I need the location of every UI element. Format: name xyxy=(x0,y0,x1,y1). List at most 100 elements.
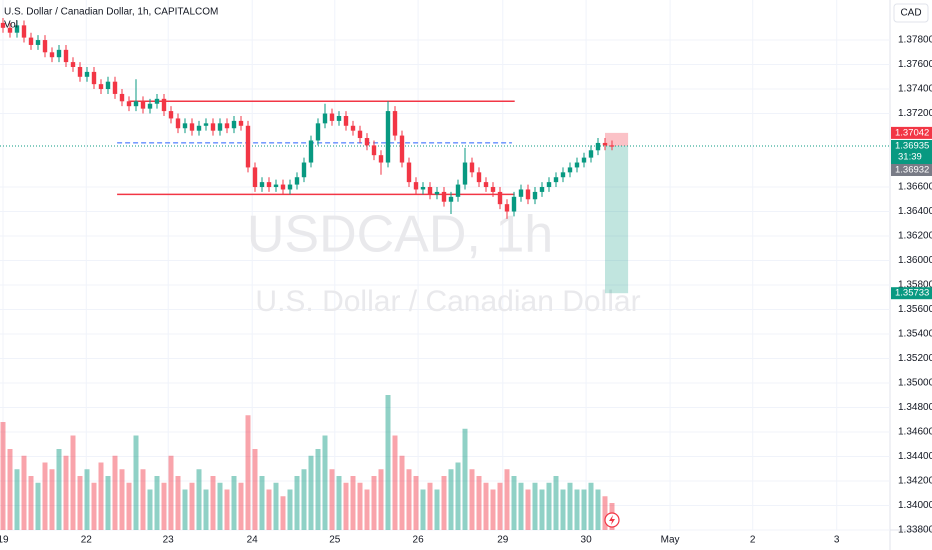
candle-body xyxy=(581,157,587,163)
x-tick-label: 2 xyxy=(750,535,756,546)
currency-button[interactable] xyxy=(893,3,929,23)
countdown: 31:39 xyxy=(898,152,922,163)
candle-body xyxy=(182,123,188,129)
candle-body xyxy=(35,40,41,45)
candle-body xyxy=(553,177,559,183)
volume-bar xyxy=(182,489,188,530)
candle-body xyxy=(602,142,608,146)
candle-body xyxy=(189,123,195,131)
y-tick-label: 1.34200 xyxy=(898,476,932,487)
volume-bar xyxy=(357,482,363,530)
volume-bar xyxy=(371,476,377,530)
volume-bar xyxy=(91,482,97,530)
y-tick-label: 1.35800 xyxy=(898,280,932,291)
volume-bar xyxy=(266,489,272,530)
y-tick-label: 1.35600 xyxy=(898,304,932,315)
volume-bar xyxy=(84,469,90,530)
candle-body xyxy=(56,49,62,58)
candle-body xyxy=(525,189,531,200)
y-tick-label: 1.35200 xyxy=(898,353,932,364)
volume-bar xyxy=(504,469,510,530)
candle-body xyxy=(63,49,69,63)
candle-body xyxy=(168,111,174,119)
volume-bar xyxy=(455,462,461,530)
volume-bar xyxy=(574,489,580,530)
candle-body xyxy=(595,142,601,151)
volume-bar xyxy=(532,482,538,530)
axes: 1.37800 1.37600 1.37400 1.37200 1.36600 1.364… xyxy=(0,35,932,546)
volume-bar xyxy=(175,476,181,530)
currency[interactable]: CAD xyxy=(900,8,921,19)
candle-body xyxy=(518,189,524,197)
volume-bar xyxy=(406,469,412,530)
candle-body xyxy=(133,101,139,107)
volume-bar xyxy=(280,496,286,530)
volume-bar xyxy=(595,489,601,530)
x-tick-label: 19 xyxy=(0,535,9,546)
candle-body xyxy=(147,103,153,109)
candle-body xyxy=(154,98,160,104)
volume-bar xyxy=(378,469,384,530)
candle-body xyxy=(406,162,412,183)
price-tag-label: 1.35733 xyxy=(895,288,929,299)
y-tick-label: 1.37800 xyxy=(898,35,932,46)
candle-body xyxy=(105,81,111,90)
y-tick-label: 1.34000 xyxy=(898,500,932,511)
volume-bar xyxy=(427,482,433,530)
volume-bar xyxy=(602,496,608,530)
volume-bar xyxy=(140,469,146,530)
volume-bar xyxy=(14,469,20,530)
price-tag xyxy=(891,163,932,176)
stop-zone xyxy=(605,132,629,146)
candle-body xyxy=(49,52,55,58)
x-tick-label: 26 xyxy=(413,535,425,546)
volume-bar xyxy=(329,469,335,530)
volume-bar xyxy=(385,395,391,530)
volume-pane xyxy=(0,395,615,530)
candle-body xyxy=(546,182,552,188)
volume-bar xyxy=(287,489,293,530)
x-tick-label: 22 xyxy=(81,535,93,546)
volume-bar xyxy=(259,476,265,530)
candle-body xyxy=(532,191,538,200)
candle-body xyxy=(588,150,594,158)
volume-bar xyxy=(294,476,300,530)
candle-body xyxy=(196,125,202,131)
volume-bar xyxy=(161,482,167,530)
candle-body xyxy=(392,111,398,136)
volume-bar xyxy=(462,428,468,530)
volume-bar xyxy=(301,469,307,530)
volume-bar xyxy=(147,489,153,530)
candle-body xyxy=(476,172,482,183)
candle-body xyxy=(336,115,342,121)
candle-body xyxy=(574,162,580,168)
candles xyxy=(0,18,615,219)
volume-bar xyxy=(231,476,237,530)
y-tick-label: 1.37600 xyxy=(898,59,932,70)
candle-body xyxy=(266,182,272,188)
price-tag xyxy=(891,287,932,300)
x-tick-label: May xyxy=(661,535,680,546)
candle-body xyxy=(280,184,286,190)
volume-label: Vol xyxy=(4,20,18,31)
volume-bar xyxy=(539,489,545,530)
price-tag xyxy=(891,139,932,164)
volume-bar xyxy=(245,415,251,530)
volume-bar xyxy=(567,482,573,530)
candle-body xyxy=(308,140,314,163)
candle-body xyxy=(217,123,223,131)
candle-body xyxy=(0,22,6,28)
x-tick-label: 23 xyxy=(163,535,175,546)
candle-body xyxy=(161,98,167,112)
candle-body xyxy=(329,113,335,121)
candle-body xyxy=(315,123,321,141)
volume-bar xyxy=(525,489,531,530)
candle-body xyxy=(343,115,349,126)
volume-bar xyxy=(42,462,48,530)
volume-bar xyxy=(56,449,62,530)
candle-body xyxy=(399,135,405,163)
y-tick-label: 1.35000 xyxy=(898,378,932,389)
volume-bar xyxy=(98,462,104,530)
volume-bar xyxy=(392,435,398,530)
